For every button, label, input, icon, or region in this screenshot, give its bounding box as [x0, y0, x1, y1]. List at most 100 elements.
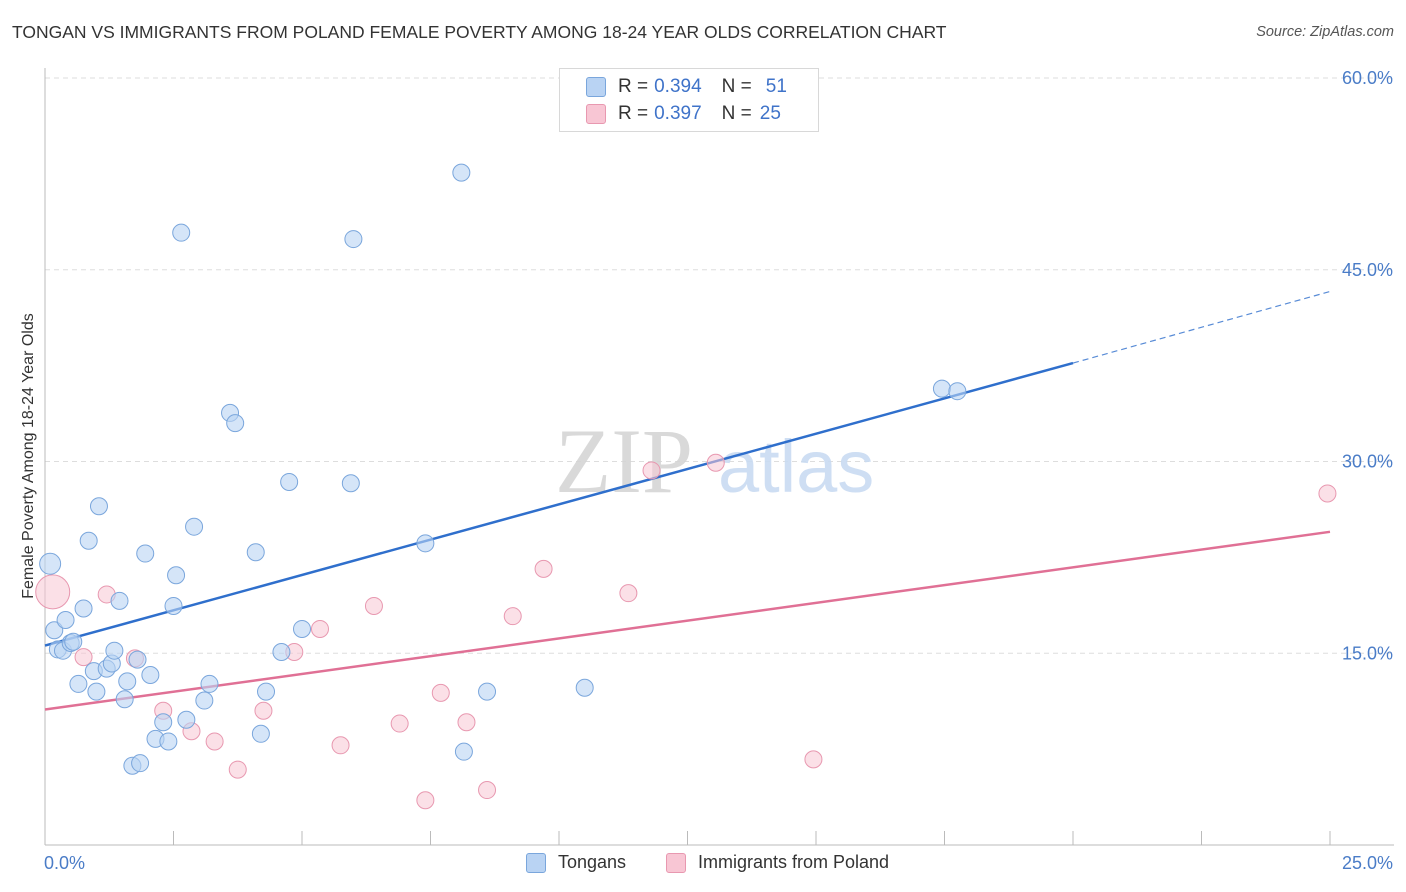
legend-r-label: R = [618, 76, 649, 97]
poland-point [331, 736, 350, 755]
tongan-point [200, 674, 219, 693]
tongan-point [110, 591, 129, 610]
tongan-point [69, 674, 88, 693]
legend-row-tongans: R = 0.394 N = 51 [586, 75, 787, 99]
poland-trend-line [44, 530, 1331, 711]
y-axis-label: Female Poverty Among 18-24 Year Olds [20, 313, 37, 599]
tongan-point [128, 650, 147, 669]
watermark-atlas: atlas [718, 425, 874, 508]
poland-point [35, 574, 71, 610]
legend-item-poland[interactable]: Immigrants from Poland [666, 852, 889, 873]
gridlines [45, 77, 1394, 654]
trend-lines [44, 290, 1331, 711]
tongans-trend-extension [1072, 290, 1331, 364]
y-tick-label: 45.0% [1342, 260, 1393, 280]
poland-point [534, 559, 553, 578]
tongan-point [932, 379, 951, 398]
legend-n-value: 51 [765, 76, 787, 97]
tongan-point [575, 678, 594, 697]
tongan-point [79, 531, 98, 550]
tongan-point [159, 732, 178, 751]
legend-row-poland: R = 0.397 N = 25 [586, 102, 781, 126]
chart-title: TONGAN VS IMMIGRANTS FROM POLAND FEMALE … [12, 22, 947, 42]
tongan-point [105, 641, 124, 660]
legend-r-label: R = [618, 103, 649, 124]
legend-label-poland: Immigrants from Poland [698, 852, 890, 872]
tongan-point [416, 534, 435, 553]
x-tick-label: 25.0% [1342, 853, 1393, 873]
tongan-point [195, 691, 214, 710]
poland-point [431, 683, 450, 702]
tongan-point [341, 474, 360, 493]
tongans-legend-swatch [526, 852, 546, 873]
source-label: Source: ZipAtlas.com [1256, 24, 1394, 40]
poland-point [619, 584, 638, 603]
tongan-point [56, 611, 75, 630]
axes [44, 68, 1394, 846]
legend-r-value: 0.397 [654, 103, 702, 124]
tongan-point [45, 621, 64, 640]
tongan-point [164, 596, 183, 615]
tongan-point [87, 682, 106, 701]
poland-point [642, 461, 661, 480]
poland-point [310, 619, 329, 638]
poland-point [804, 750, 823, 769]
tongan-point [154, 713, 173, 732]
legend-n-label: N = [721, 103, 752, 124]
tongan-point [167, 566, 186, 585]
stats-legend: R = 0.394 N = 51 R = 0.397 N = 25 [559, 68, 819, 132]
tongan-point [115, 690, 134, 709]
tongan-point [478, 682, 497, 701]
tongan-point [246, 543, 265, 562]
tongan-points [39, 163, 967, 775]
tongan-point [172, 223, 191, 242]
watermark-zip: ZIP [555, 410, 693, 512]
tick-labels: 15.0% 30.0% 45.0% 60.0% 0.0% 25.0% [44, 68, 1393, 873]
y-tick-label: 60.0% [1342, 68, 1393, 88]
tongan-point [454, 742, 473, 761]
tongans-swatch [586, 77, 606, 97]
poland-point [228, 760, 247, 779]
poland-point [1318, 484, 1337, 503]
poland-point [478, 781, 497, 800]
tongan-point [251, 724, 270, 743]
tongan-point [280, 472, 299, 491]
tongan-point [344, 230, 363, 249]
poland-point [254, 701, 273, 720]
poland-point [390, 714, 409, 733]
tongan-point [74, 599, 93, 618]
poland-swatch [586, 104, 606, 124]
poland-point [74, 648, 93, 667]
series-legend: Tongans Immigrants from Poland [0, 852, 1406, 878]
poland-point [205, 732, 224, 751]
y-tick-label: 30.0% [1342, 452, 1393, 472]
tongan-point [136, 544, 155, 563]
legend-label-tongans: Tongans [558, 852, 627, 872]
legend-r-value: 0.394 [654, 76, 702, 97]
legend-n-label: N = [721, 76, 752, 97]
tongan-point [177, 710, 196, 729]
tongan-point [257, 682, 276, 701]
poland-point [503, 607, 522, 626]
tongan-point [226, 414, 245, 433]
tongan-point [293, 619, 311, 638]
poland-point [364, 596, 383, 615]
tongan-point [39, 552, 62, 575]
tongan-point [118, 672, 137, 691]
poland-legend-swatch [666, 852, 686, 873]
legend-n-value: 25 [759, 103, 781, 124]
tongan-point [131, 754, 150, 773]
y-tick-label: 15.0% [1342, 643, 1393, 663]
tongans-trend-line [44, 361, 1074, 647]
tongan-point [141, 665, 160, 684]
tongan-point [64, 632, 83, 651]
x-tick-label: 0.0% [44, 853, 85, 873]
poland-point [706, 453, 725, 472]
legend-item-tongans[interactable]: Tongans [526, 852, 626, 873]
tongan-point [272, 642, 291, 661]
tongan-point [452, 163, 471, 182]
tongan-point [948, 382, 967, 401]
poland-point [416, 791, 435, 810]
poland-point [457, 713, 476, 732]
